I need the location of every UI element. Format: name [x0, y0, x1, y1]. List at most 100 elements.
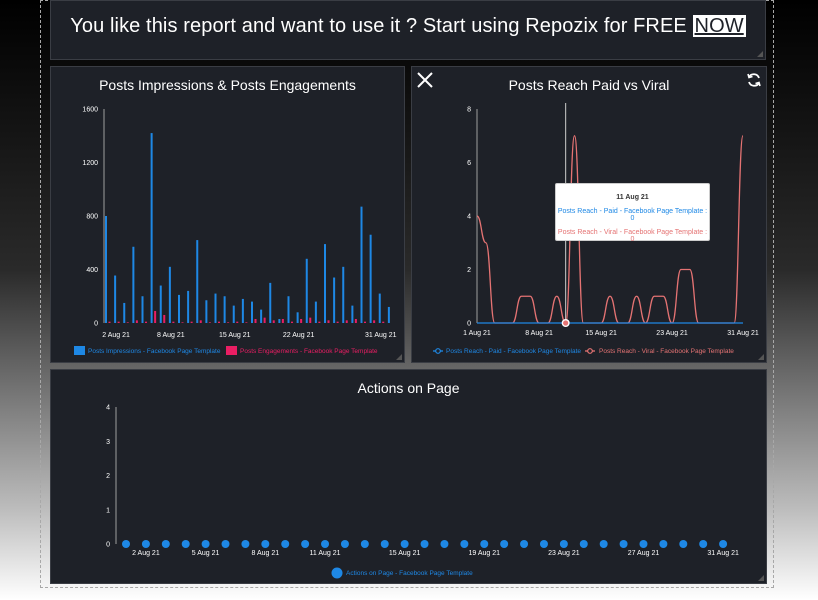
impressions-bar — [105, 216, 107, 323]
resize-grip-icon[interactable] — [758, 575, 764, 581]
actions-point — [500, 540, 509, 548]
legend-label-impressions: Posts Impressions - Facebook Page Templa… — [88, 348, 221, 355]
tooltip-viral-line: Posts Reach - Viral - Facebook Page Temp… — [557, 229, 708, 243]
engagements-bar — [309, 317, 312, 323]
engagements-bar — [318, 321, 321, 323]
promo-message: You like this report and want to use it … — [70, 15, 687, 37]
impressions-bar — [150, 133, 153, 323]
engagements-bar — [108, 321, 111, 323]
engagements-bar — [135, 320, 138, 323]
impressions-bar — [178, 294, 180, 323]
actions-point — [639, 540, 648, 548]
actions-point — [301, 540, 310, 548]
actions-point — [619, 540, 628, 548]
x-tick-label: 8 Aug 21 — [525, 330, 553, 337]
legend-marker-paid — [435, 348, 441, 354]
actions-point — [460, 540, 469, 548]
engagements-bar — [245, 322, 248, 323]
actions-on-page-chart[interactable]: 0 1 2 3 4 2 Aug 21 5 Aug 21 8 Aug 21 11 Aug 21 15… — [51, 370, 768, 585]
impressions-bar — [241, 298, 244, 323]
impressions-bar — [251, 301, 253, 323]
y-tick-label: 0 — [467, 321, 471, 328]
promo-text: You like this report and want to use it … — [51, 15, 765, 38]
highlight-point — [563, 320, 569, 326]
actions-point — [122, 540, 130, 548]
impressions-bar — [305, 258, 308, 323]
chart-tooltip: 11 Aug 21 Posts Reach - Paid - Facebook … — [555, 183, 710, 243]
impressions-bar — [232, 305, 235, 323]
actions-point — [380, 540, 389, 548]
impressions-bar — [324, 244, 326, 323]
chart-title: Actions on Page — [357, 380, 460, 396]
x-tick-label: 8 Aug 21 — [157, 332, 185, 339]
actions-point — [221, 540, 230, 548]
resize-grip-icon[interactable] — [396, 354, 402, 360]
impressions-bar — [269, 282, 272, 323]
impressions-bar — [360, 206, 363, 323]
refresh-icon[interactable] — [746, 72, 762, 88]
impressions-bar — [278, 318, 281, 323]
engagements-bar — [327, 320, 330, 323]
actions-point — [261, 540, 270, 548]
x-tick-label: 31 Aug 21 — [365, 332, 397, 339]
actions-on-page-panel: Actions on Page 0 1 2 3 4 2 Aug 21 5 Aug 21 8 A… — [50, 369, 767, 584]
y-tick-label: 3 — [106, 439, 110, 446]
impressions-bar — [223, 296, 226, 323]
impressions-bar — [205, 300, 208, 323]
resize-grip-icon[interactable] — [758, 354, 764, 360]
engagements-bar — [373, 320, 376, 323]
promo-banner: You like this report and want to use it … — [50, 0, 766, 60]
impressions-bar — [214, 293, 217, 323]
actions-point — [539, 540, 548, 548]
impressions-bar — [132, 246, 135, 323]
engagements-bar — [236, 321, 239, 323]
engagements-bar — [336, 321, 339, 323]
engagements-bar — [254, 318, 257, 323]
engagements-bar — [291, 321, 293, 323]
actions-point — [181, 540, 190, 548]
close-icon[interactable] — [416, 71, 434, 89]
actions-point — [480, 540, 489, 548]
legend-swatch-engagements — [226, 346, 237, 355]
engagements-bar — [163, 314, 166, 323]
impressions-engagements-chart[interactable]: 0 400 800 1200 1600 2 Aug 21 8 Aug 21 15 Aug 21… — [51, 67, 406, 364]
legend-label-engagements: Posts Engagements - Facebook Page Templa… — [240, 348, 378, 355]
actions-point — [599, 540, 608, 548]
engagements-bar — [300, 318, 303, 323]
engagements-bar — [145, 321, 147, 323]
legend-label-actions: Actions on Page - Facebook Page Template — [346, 570, 473, 577]
actions-point — [420, 540, 429, 548]
engagements-bar — [345, 320, 348, 323]
actions-point — [360, 540, 369, 548]
impressions-bar — [114, 275, 117, 323]
y-tick-label: 1200 — [82, 160, 98, 167]
resize-grip-icon[interactable] — [757, 51, 763, 57]
actions-point — [340, 540, 349, 548]
actions-point — [321, 540, 330, 548]
x-tick-label: 19 Aug 21 — [468, 550, 500, 557]
x-tick-label: 27 Aug 21 — [628, 550, 660, 557]
x-tick-label: 15 Aug 21 — [219, 332, 251, 339]
engagements-bar — [263, 317, 266, 323]
x-tick-label: 22 Aug 21 — [283, 332, 315, 339]
x-tick-label: 15 Aug 21 — [389, 550, 421, 557]
legend-label-paid: Posts Reach - Paid - Facebook Page Templ… — [446, 348, 581, 355]
actions-point — [579, 540, 588, 548]
x-tick-label: 15 Aug 21 — [585, 330, 617, 337]
actions-point — [659, 540, 668, 548]
y-tick-label: 0 — [94, 321, 98, 328]
now-link[interactable]: NOW — [692, 15, 746, 37]
x-tick-label: 1 Aug 21 — [463, 330, 491, 337]
chart-title: Posts Impressions & Posts Engagements — [99, 77, 356, 93]
engagements-bar — [154, 310, 157, 323]
engagements-bar — [218, 321, 220, 323]
impressions-engagements-panel: Posts Impressions & Posts Engagements 0 4… — [50, 66, 405, 363]
legend-marker-viral — [587, 348, 593, 354]
y-tick-label: 2 — [467, 267, 471, 274]
impressions-bar — [314, 301, 317, 323]
x-tick-label: 8 Aug 21 — [252, 550, 280, 557]
actions-point — [719, 540, 728, 548]
engagements-bar — [172, 321, 175, 323]
x-tick-label: 31 Aug 21 — [727, 330, 759, 337]
engagements-bar — [181, 322, 184, 323]
